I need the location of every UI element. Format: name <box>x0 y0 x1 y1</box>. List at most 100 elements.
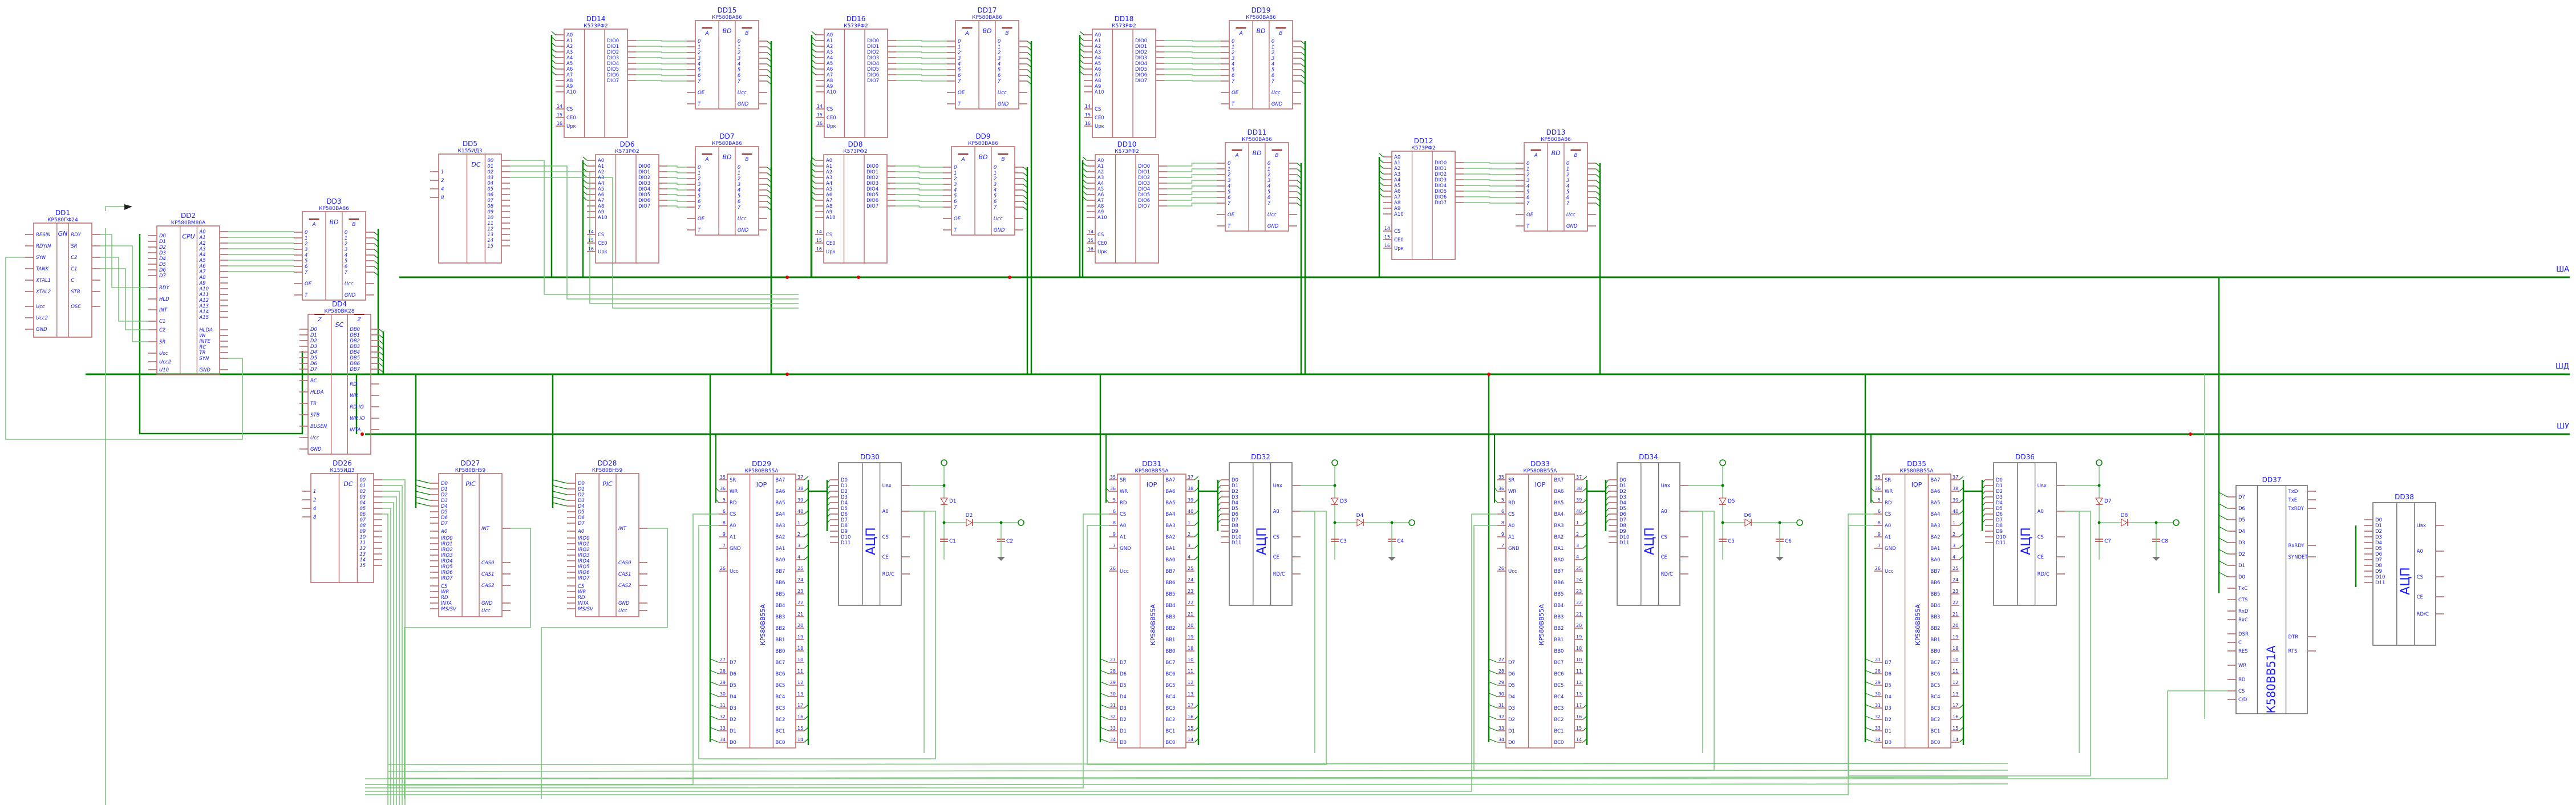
chip-body <box>823 154 888 264</box>
pin-label: BA6 <box>1554 489 1564 495</box>
pin-label: CE0 <box>1095 115 1104 121</box>
pin-label: RD/C <box>882 572 894 577</box>
bus-entry <box>715 499 719 503</box>
chip-designator: DD37 <box>2262 476 2282 484</box>
bus-entry <box>1194 499 1199 503</box>
chip-vertical-label: КР580ВВ55А <box>1914 604 1922 646</box>
pin-label: Ucc <box>1885 569 1894 575</box>
port-header: B <box>745 157 748 163</box>
pin-label: DIO5 <box>867 67 879 72</box>
pin-label: CS <box>566 107 573 112</box>
chip-body <box>438 473 503 617</box>
chip-dd26: DD26К155ИД3DC124800010203040506070809101… <box>302 459 382 583</box>
pin-label: A8 <box>827 78 833 84</box>
pin-number: 25 <box>797 566 803 571</box>
bus-entry <box>1959 727 1964 731</box>
pin-label: D10 <box>841 535 850 540</box>
bus-entry <box>1023 207 1028 211</box>
pin-number: 4 <box>1188 555 1190 560</box>
pin-label: D4 <box>1232 500 1238 506</box>
pin-label: BA5 <box>775 500 785 506</box>
data-line <box>667 200 687 202</box>
bus-entry <box>1082 179 1087 184</box>
pin-label: HLDA <box>310 390 324 395</box>
chip-select-line <box>382 496 397 805</box>
bus-entry <box>811 42 816 47</box>
pin-number: 19 <box>1188 634 1193 640</box>
bus-entry <box>1100 693 1109 697</box>
bus-entry <box>1194 715 1199 720</box>
bus-entry <box>379 369 384 373</box>
pin-label: D1 <box>1619 483 1626 489</box>
pin-number: 32 <box>1110 714 1116 719</box>
pin-label: 1 <box>958 45 961 50</box>
bus-entry <box>415 496 431 501</box>
bus-entry <box>1297 168 1302 173</box>
pin-label: 5 <box>345 258 347 264</box>
bus-entry <box>804 556 809 560</box>
pin-label: BB6 <box>1930 580 1940 586</box>
pin-label: CS <box>1885 512 1891 517</box>
pin-label: 1 <box>698 171 700 176</box>
port-header: B <box>1279 31 1282 37</box>
pin-label: 4 <box>994 188 997 193</box>
bus-entry <box>551 59 556 64</box>
pin-label: D2 <box>1232 489 1238 495</box>
pin-label: BC4 <box>1930 694 1940 700</box>
bus-entry <box>1217 496 1221 501</box>
pin-label: RD <box>1885 500 1892 506</box>
pin-label: 15 <box>487 244 493 249</box>
pin-label: D7 <box>1120 660 1127 666</box>
bus-entry <box>1079 65 1084 70</box>
chip-part-number: К573РФ2 <box>844 23 868 29</box>
pin-label: GND <box>481 601 493 606</box>
pin-label: DIO4 <box>1138 187 1150 192</box>
pin-label: GND <box>730 546 741 552</box>
chip-part-number: КР580ВА86 <box>1541 137 1571 143</box>
chip-part-number: КР580ВА86 <box>1242 137 1272 143</box>
pin-number: 9 <box>723 532 726 537</box>
chip-function: BD <box>1256 27 1265 35</box>
pin-label: A8 <box>1394 200 1400 206</box>
capacitor-label: C2 <box>1006 539 1013 544</box>
port-header: B <box>1005 31 1008 37</box>
pin-label: DIO7 <box>1138 204 1150 209</box>
pin-label: D6 <box>2238 506 2245 512</box>
pin-label: 7 <box>994 205 997 211</box>
bus-entry <box>1023 195 1028 200</box>
pin-label: D4 <box>578 504 585 509</box>
chip-designator: DD17 <box>978 6 997 14</box>
pin-label: TxE <box>2288 497 2298 503</box>
pin-label: D2 <box>1885 717 1892 723</box>
pin-label: DIO0 <box>867 38 879 44</box>
bus-entry <box>374 232 379 236</box>
pin-label: DIO7 <box>866 204 878 209</box>
pin-label: IRQ6 <box>578 570 590 576</box>
pin-label: DIO3 <box>866 181 878 187</box>
pin-label: OSC <box>71 304 81 310</box>
data-line <box>636 68 687 70</box>
pin-label: Ucc2 <box>36 315 48 321</box>
return-line <box>387 783 2008 786</box>
port-header: B <box>1574 153 1577 159</box>
pin-number: 18 <box>1576 646 1582 651</box>
pin-label: D11 <box>1232 540 1241 546</box>
chip-dd29: DD29КР580ВВ55АIOPКР580ВВ55АSR35WR36RD5CS… <box>719 460 804 749</box>
chip-dd33: DD33КР580ВВ55АIOPКР580ВВ55АSR35WR36RD5CS… <box>1497 460 1583 749</box>
pin-label: D7 <box>159 273 167 279</box>
bus-entry <box>1217 502 1221 507</box>
bus-entry <box>551 37 556 41</box>
pin-label: MS/SV <box>578 606 594 612</box>
pin-label: CS <box>2038 535 2044 540</box>
pin-number: 14 <box>1384 226 1390 231</box>
bus-entry <box>374 249 379 253</box>
pin-label: BA6 <box>1930 489 1940 495</box>
chip-dd6: DD6К573РФ2A0A1A2A3A4A5A6A7A8A9A10CS14CE0… <box>587 140 667 264</box>
pin-number: 15 <box>816 238 822 243</box>
chip-function: CPU <box>182 233 195 240</box>
bus-entry <box>1301 46 1306 51</box>
pin-label: BA0 <box>1554 557 1564 563</box>
pin-label: D4 <box>2375 540 2382 546</box>
pin-number: 33 <box>1875 726 1881 731</box>
pin-label: Ucc <box>738 216 747 222</box>
